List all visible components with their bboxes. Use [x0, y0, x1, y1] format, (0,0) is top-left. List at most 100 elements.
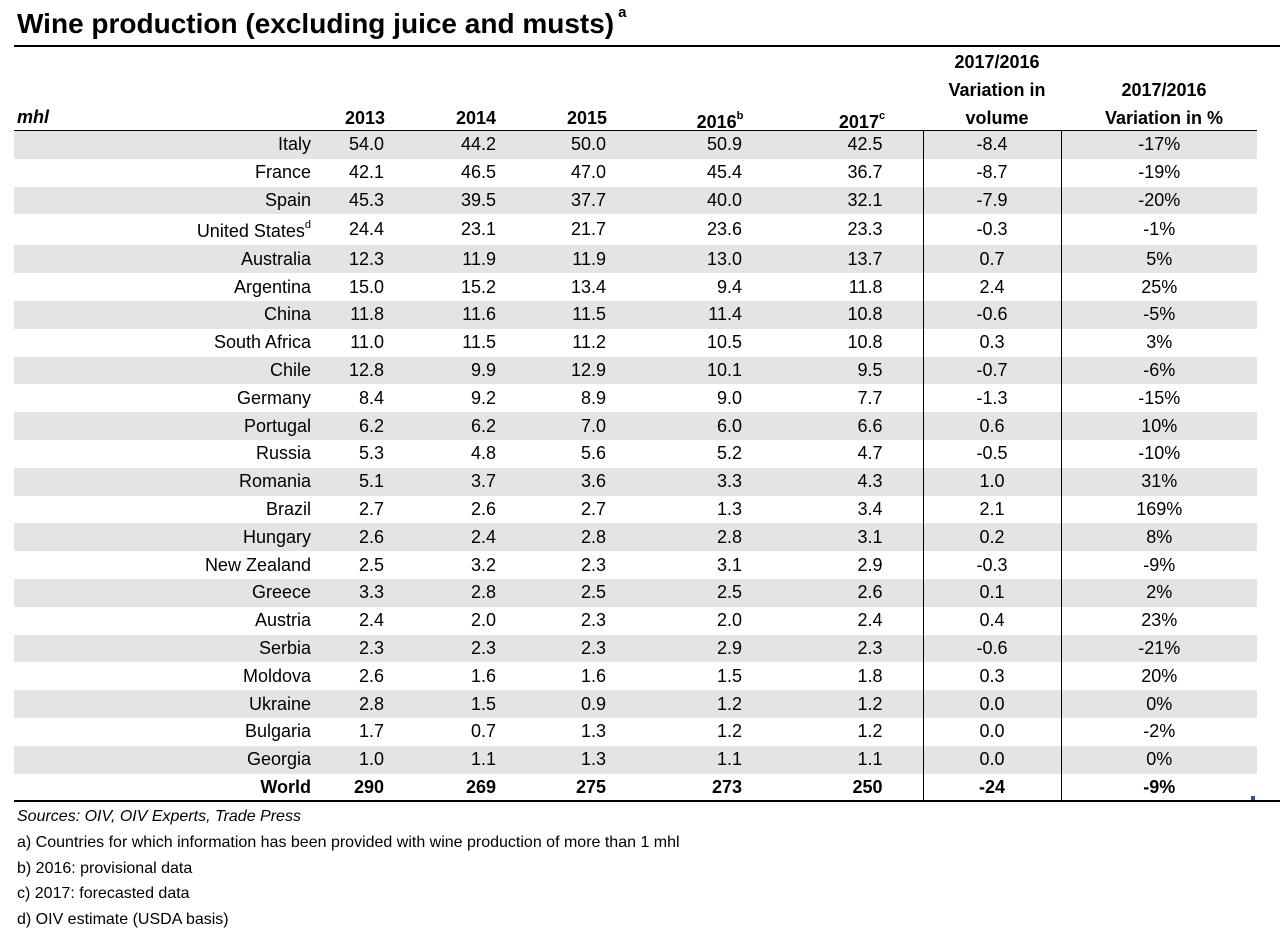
value-2013-cell: 290: [353, 776, 384, 797]
country-name: Bulgaria: [244, 721, 311, 742]
value-2016-cell: 45.4: [706, 162, 742, 183]
header-2017: 2017c: [822, 104, 902, 136]
value-2013-cell: 11.0: [350, 332, 384, 353]
country-name: Ukraine: [248, 693, 311, 714]
variation-percent-cell: -9%: [1060, 551, 1257, 579]
value-2013-cell: 2.5: [358, 554, 384, 575]
value-2016-cell: 273: [711, 776, 742, 797]
variation-percent-cell: -21%: [1060, 634, 1257, 663]
value-2017-cell: 1.2: [857, 721, 883, 742]
header-2013: 2013: [344, 108, 386, 128]
variation-percent-cell: 25%: [1060, 273, 1257, 301]
variation-volume-cell: 0.3: [922, 328, 1061, 357]
table-row: Chile 12.8 9.9 12.9 10.1 9.5 -0.7 -6%: [14, 356, 1257, 385]
value-2014-cell: 44.2: [414, 129, 525, 159]
header-2017-footnote: c: [878, 110, 886, 122]
value-2016-cell: 1.3: [716, 498, 742, 519]
sources-note: Sources: OIV, OIV Experts, Trade Press: [17, 808, 301, 825]
value-2013-cell: 15.0: [348, 276, 384, 297]
value-2017-cell: 7.7: [857, 387, 883, 408]
value-2017-cell: 2.3: [770, 634, 923, 663]
value-2015-cell: 2.5: [525, 578, 636, 607]
variation-volume-cell: 0.6: [922, 412, 1061, 440]
country-name: Austria: [254, 610, 311, 631]
footnote-c: c) 2017: forecasted data: [17, 885, 190, 902]
variation-percent-cell: -15%: [1060, 384, 1257, 413]
table-row: Ukraine 2.8 1.5 0.9 1.2 1.2 0.0 0%: [14, 690, 1257, 718]
country-name: Russia: [255, 443, 311, 464]
value-2014-cell: 2.4: [414, 523, 525, 552]
value-2015-cell: 50.0: [525, 129, 636, 159]
value-2015-cell: 12.9: [525, 356, 636, 385]
value-2016-cell: 23.6: [706, 219, 742, 240]
header-2015: 2015: [566, 108, 608, 128]
footnote-b: b) 2016: provisional data: [17, 860, 193, 877]
variation-volume-cell: 2.1: [922, 495, 1061, 524]
variation-volume-cell: 1.0: [922, 467, 1061, 496]
value-2014-cell: 1.6: [470, 665, 496, 686]
value-2013-cell: 3.3: [319, 578, 414, 607]
country-name: Romania: [238, 471, 311, 492]
country-cell: World: [14, 774, 319, 802]
value-2017-cell: 3.4: [857, 498, 883, 519]
table-row: Italy 54.0 44.2 50.0 50.9 42.5 -8.4 -17%: [14, 129, 1257, 159]
unit-label: mhl: [17, 107, 50, 127]
value-2013-cell: 12.8: [319, 356, 414, 385]
variation-volume-cell: 0.2: [922, 523, 1061, 552]
variation-percent-cell: -1%: [1060, 214, 1257, 246]
variation-volume-cell: -24: [922, 773, 1061, 802]
value-2015-cell: 8.9: [580, 387, 606, 408]
value-2015-cell: 7.0: [525, 412, 636, 440]
value-2013-cell: 54.0: [319, 129, 414, 159]
value-2014-cell: 4.8: [470, 443, 496, 464]
value-2014-cell: 15.2: [460, 276, 496, 297]
value-2016-cell: 9.4: [716, 276, 742, 297]
value-2016-cell: 9.0: [716, 387, 742, 408]
table-row: United Statesd 24.4 23.1 21.7 23.6 23.3 -0.3 -1…: [14, 214, 1257, 246]
value-2016-cell: 1.2: [716, 721, 742, 742]
country-name: World: [260, 776, 311, 797]
header-vol-line1: 2017/2016: [954, 52, 1040, 72]
variation-volume-cell: 0.0: [922, 745, 1061, 774]
header-variation-percent: 2017/2016 Variation in %: [1066, 76, 1262, 132]
country-name: Hungary: [242, 526, 311, 547]
value-2014-cell: 6.2: [414, 412, 525, 440]
value-2015-cell: 13.4: [570, 276, 606, 297]
value-2014-cell: 0.7: [470, 721, 496, 742]
value-2014-cell: 1.5: [414, 690, 525, 718]
resize-handle-marker: [1251, 796, 1255, 800]
table-row: Romania 5.1 3.7 3.6 3.3 4.3 1.0 31%: [14, 467, 1257, 496]
table-row: Argentina 15.0 15.2 13.4 9.4 11.8 2.4 25%: [14, 273, 1257, 301]
country-cell: Argentina: [14, 273, 319, 301]
value-2014-cell: 46.5: [460, 162, 496, 183]
value-2015-cell: 2.3: [580, 610, 606, 631]
table-row: China 11.8 11.6 11.5 11.4 10.8 -0.6 -5%: [14, 300, 1257, 329]
value-2015-cell: 1.3: [525, 745, 636, 774]
value-2017-cell: 4.3: [770, 467, 923, 496]
country-cell: Spain: [14, 186, 319, 215]
country-cell: France: [14, 159, 319, 187]
value-2015-cell: 2.7: [580, 498, 606, 519]
value-2016-cell: 1.5: [716, 665, 742, 686]
value-2013-cell: 2.4: [358, 610, 384, 631]
value-2016-cell: 3.3: [636, 467, 770, 496]
value-2015-cell: 11.2: [572, 332, 606, 353]
country-name: Portugal: [243, 415, 311, 436]
value-2015-cell: 11.9: [525, 245, 636, 274]
country-cell: Germany: [14, 384, 319, 412]
value-2016-cell: 11.4: [636, 300, 770, 329]
value-2015-cell: 11.5: [525, 300, 636, 329]
header-2016-text: 2016: [696, 112, 737, 132]
variation-volume-cell: -0.6: [922, 300, 1061, 329]
country-name: United States: [196, 221, 305, 242]
table-row: Serbia 2.3 2.3 2.3 2.9 2.3 -0.6 -21%: [14, 634, 1257, 663]
value-2014-cell: 2.8: [414, 578, 525, 607]
value-2013-cell: 42.1: [348, 162, 384, 183]
value-2017-cell: 1.1: [770, 745, 923, 774]
value-2013-cell: 2.6: [358, 665, 384, 686]
value-2016-cell: 2.0: [716, 610, 742, 631]
value-2013-cell: 5.3: [358, 443, 384, 464]
country-cell: Bulgaria: [14, 718, 319, 746]
country-name: South Africa: [213, 332, 311, 353]
value-2014-cell: 3.7: [414, 467, 525, 496]
